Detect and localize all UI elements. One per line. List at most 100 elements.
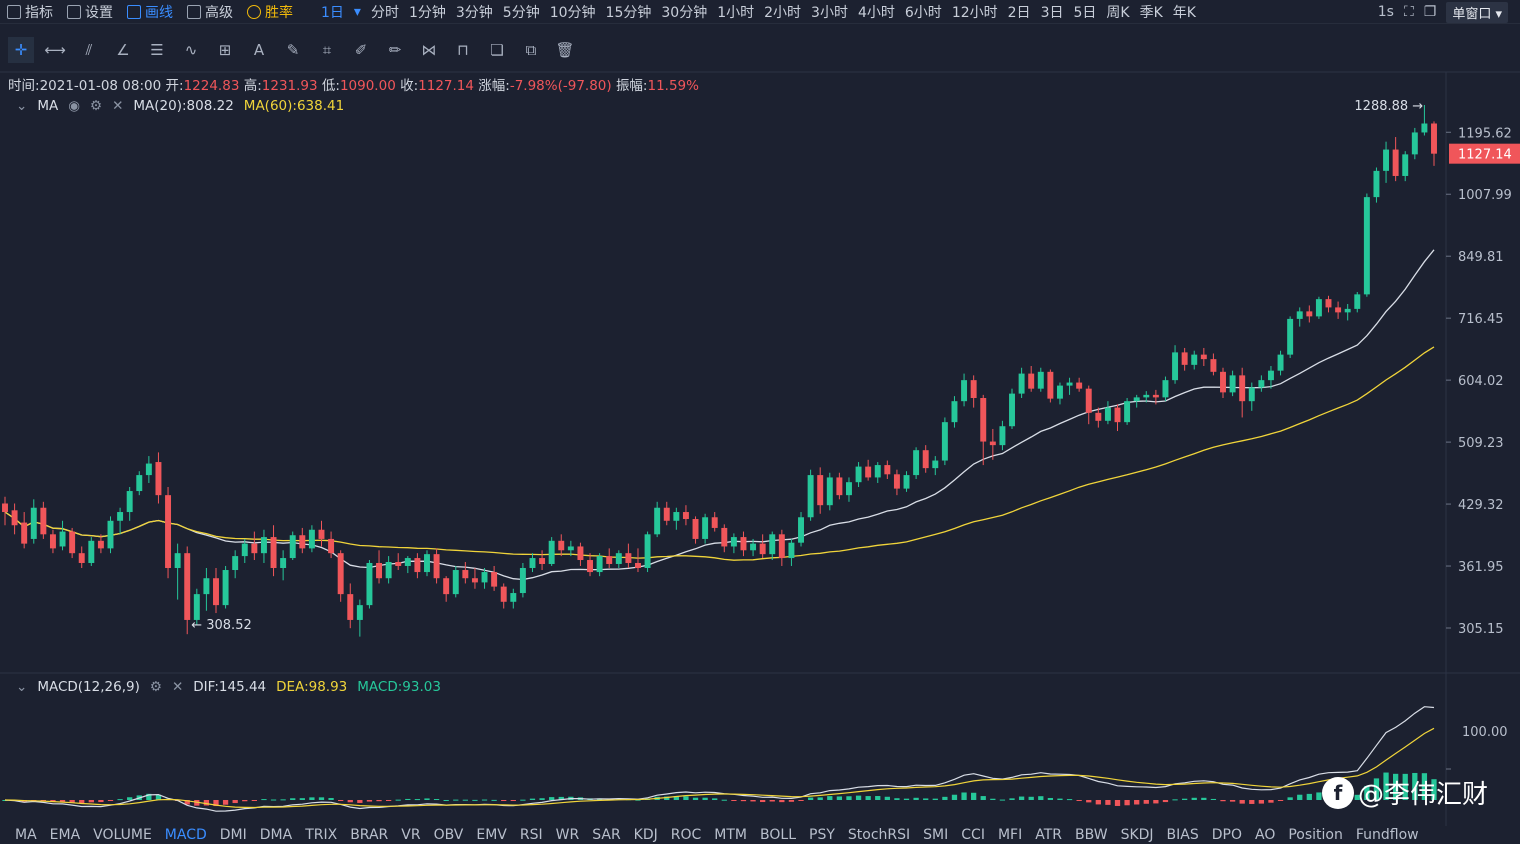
indicator-tab[interactable]: BRAR bbox=[350, 827, 389, 843]
pencil-icon[interactable]: ✏ bbox=[388, 41, 402, 59]
macd-bar bbox=[1297, 794, 1303, 800]
interval-option[interactable]: 3小时 bbox=[811, 4, 848, 21]
indicator-tab[interactable]: Position bbox=[1288, 827, 1343, 843]
fullscreen-icon[interactable]: ⛶ bbox=[1403, 4, 1414, 20]
interval-option[interactable]: 10分钟 bbox=[549, 4, 596, 21]
trash-icon[interactable]: 🗑 bbox=[555, 41, 575, 59]
tool-chart[interactable]: 指标 bbox=[0, 2, 60, 22]
indicator-tab[interactable]: MFI bbox=[997, 827, 1023, 843]
interval-option[interactable]: 5分钟 bbox=[502, 4, 540, 21]
grid-icon[interactable]: ⊞ bbox=[218, 41, 232, 59]
indicator-tab[interactable]: MACD bbox=[164, 827, 207, 843]
indicator-tab[interactable]: VOLUME bbox=[93, 827, 152, 843]
indicator-tab[interactable]: DMA bbox=[259, 827, 293, 843]
macd-bar bbox=[501, 800, 507, 801]
indicator-tab[interactable]: SAR bbox=[592, 827, 621, 843]
indicator-tab[interactable]: CCI bbox=[961, 827, 985, 843]
angle-icon[interactable]: ∠ bbox=[116, 41, 130, 59]
candle-body bbox=[577, 546, 584, 561]
ruler-icon[interactable]: ⌗ bbox=[322, 41, 332, 59]
interval-option[interactable]: 1小时 bbox=[717, 4, 755, 21]
indicator-tab[interactable]: SMI bbox=[923, 827, 949, 843]
indicator-tab[interactable]: BBW bbox=[1075, 827, 1108, 843]
interval-select[interactable]: 1日 bbox=[321, 4, 344, 21]
lock-icon[interactable]: ⊓ bbox=[457, 41, 469, 59]
candle-body bbox=[299, 535, 306, 549]
indicator-tab[interactable]: WR bbox=[555, 827, 580, 843]
indicator-tab[interactable]: AO bbox=[1255, 827, 1276, 843]
indicator-tab[interactable]: BOLL bbox=[760, 827, 796, 843]
interval-option[interactable]: 3日 bbox=[1040, 4, 1064, 21]
fib-lines-icon[interactable]: ☰ bbox=[150, 41, 164, 59]
chevron-down-icon[interactable]: ▾ bbox=[353, 3, 361, 20]
interval-option[interactable]: 1分钟 bbox=[408, 4, 446, 21]
macd-bar bbox=[1431, 779, 1437, 800]
indicator-tab[interactable]: TRIX bbox=[305, 827, 338, 843]
interval-option[interactable]: 4小时 bbox=[857, 4, 895, 21]
indicator-tab[interactable]: SKDJ bbox=[1120, 827, 1154, 843]
interval-option[interactable]: 15分钟 bbox=[605, 4, 652, 21]
interval-option[interactable]: 30分钟 bbox=[661, 4, 708, 21]
tool-briefcase[interactable]: 高级 bbox=[180, 2, 240, 22]
settings-icon[interactable]: ⚙ bbox=[89, 98, 103, 114]
window-restore-icon[interactable]: ❐ bbox=[1423, 4, 1437, 20]
interval-option[interactable]: 年K bbox=[1172, 4, 1196, 21]
settings-icon[interactable]: ⚙ bbox=[149, 679, 162, 695]
interval-option[interactable]: 2小时 bbox=[764, 4, 802, 21]
indicator-tab[interactable]: DPO bbox=[1211, 827, 1242, 843]
interval-option[interactable]: 2日 bbox=[1007, 4, 1031, 21]
wave-icon[interactable]: ∿ bbox=[184, 41, 198, 59]
eye-icon[interactable]: ◉ bbox=[68, 98, 80, 114]
indicator-tab[interactable]: MA bbox=[15, 827, 37, 843]
indicator-tab[interactable]: DMI bbox=[219, 827, 247, 843]
pattern-icon[interactable]: ⋈ bbox=[421, 41, 437, 59]
refresh-rate[interactable]: 1s bbox=[1377, 4, 1394, 20]
interval-option[interactable]: 6小时 bbox=[904, 4, 942, 21]
macd-bar bbox=[405, 798, 411, 800]
indicator-tab[interactable]: ATR bbox=[1035, 827, 1062, 843]
tool-gear[interactable]: 设置 bbox=[60, 2, 120, 22]
indicator-tab[interactable]: MTM bbox=[714, 827, 748, 843]
copy-icon[interactable]: ❏ bbox=[490, 41, 504, 59]
window-mode-select[interactable]: 单窗口 ▾ bbox=[1446, 1, 1508, 23]
indicator-tab[interactable]: ROC bbox=[670, 827, 702, 843]
brush-icon[interactable]: ✎ bbox=[286, 41, 300, 59]
indicator-tab[interactable]: KDJ bbox=[633, 827, 658, 843]
indicator-tab[interactable]: EMV bbox=[476, 827, 507, 843]
indicator-tab[interactable]: VR bbox=[401, 827, 421, 843]
candle-body bbox=[471, 578, 478, 583]
indicator-tab[interactable]: Fundflow bbox=[1355, 827, 1419, 843]
close-icon[interactable]: ✕ bbox=[112, 98, 124, 114]
interval-option[interactable]: 周K bbox=[1106, 4, 1130, 21]
crosshair-icon[interactable]: ✛ bbox=[8, 37, 34, 63]
indicator-tab[interactable]: EMA bbox=[49, 827, 81, 843]
trend-lines-icon[interactable]: ⫽ bbox=[85, 41, 93, 59]
close-value: 1127.14 bbox=[418, 78, 474, 94]
interval-option[interactable]: 12小时 bbox=[951, 4, 998, 21]
collapse-chevron-icon[interactable]: ⌄ bbox=[16, 679, 28, 695]
indicator-tab[interactable]: PSY bbox=[809, 827, 835, 843]
indicator-tab[interactable]: OBV bbox=[433, 827, 464, 843]
tool-pen[interactable]: 画线 bbox=[120, 2, 180, 22]
eraser-icon[interactable]: ✐ bbox=[354, 41, 368, 59]
interval-option[interactable]: 5日 bbox=[1073, 4, 1097, 21]
macd-bar bbox=[692, 797, 699, 800]
collapse-chevron-icon[interactable]: ⌄ bbox=[16, 98, 28, 114]
interval-option[interactable]: 季K bbox=[1139, 4, 1163, 21]
macd-bar bbox=[712, 798, 718, 800]
close-icon[interactable]: ✕ bbox=[171, 679, 184, 695]
indicator-tab[interactable]: BIAS bbox=[1166, 827, 1199, 843]
price-tick-label: 305.15 bbox=[1458, 622, 1504, 637]
interval-option[interactable]: 3分钟 bbox=[455, 4, 493, 21]
interval-option[interactable]: 分时 bbox=[370, 4, 399, 21]
screenshot-icon[interactable]: ⧉ bbox=[525, 41, 537, 59]
tool-target[interactable]: 胜率 bbox=[240, 2, 300, 22]
horizontal-line-icon[interactable]: ⟷ bbox=[44, 41, 66, 59]
candle-body bbox=[241, 543, 248, 557]
low-label: 低: bbox=[321, 78, 340, 94]
indicator-tab[interactable]: RSI bbox=[519, 827, 543, 843]
text-icon[interactable]: A bbox=[253, 41, 265, 59]
high-marker: 1288.88 → bbox=[1354, 99, 1423, 114]
indicator-tab[interactable]: StochRSI bbox=[847, 827, 911, 843]
